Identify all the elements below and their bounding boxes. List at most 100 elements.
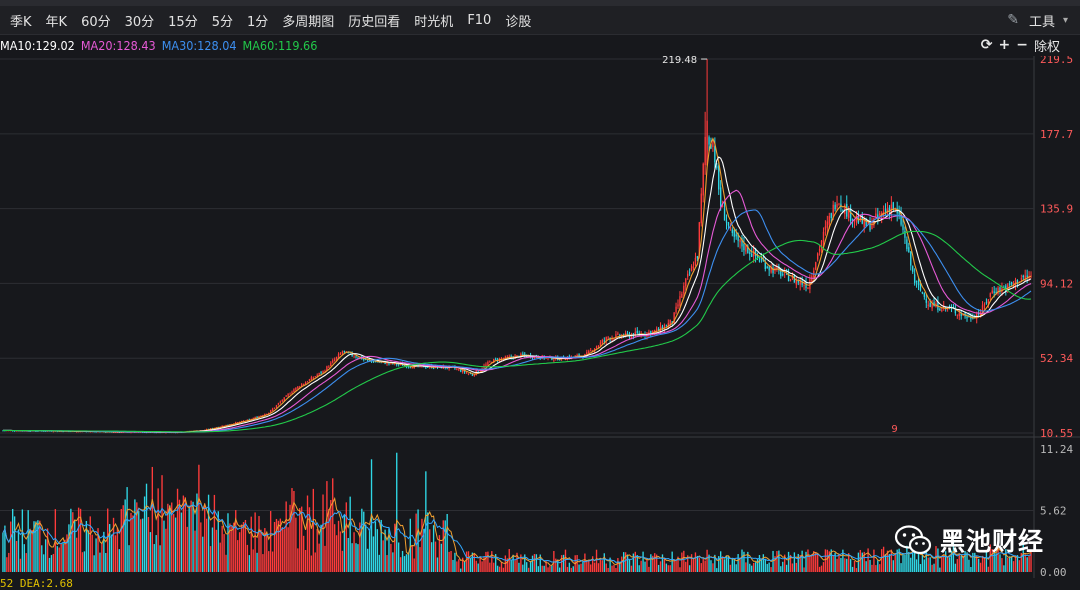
volume-bar — [632, 553, 635, 572]
tab-30min[interactable]: 30分 — [124, 14, 155, 30]
volume-bar — [275, 518, 278, 572]
volume-bar — [4, 525, 6, 572]
pen-icon[interactable]: ✎ — [1007, 12, 1019, 28]
volume-bar — [351, 543, 353, 572]
volume-bar — [349, 496, 351, 572]
volume-bar — [735, 564, 737, 572]
zoom-in-button[interactable]: + — [998, 37, 1011, 53]
volume-bar — [188, 506, 190, 572]
tab-time-machine[interactable]: 时光机 — [414, 14, 454, 30]
volume-bar — [892, 560, 894, 572]
volume-bar — [254, 512, 256, 572]
volume-bar — [985, 551, 988, 572]
candle-body — [116, 431, 119, 433]
candle-body — [262, 415, 264, 417]
volume-bar — [725, 555, 728, 572]
volume-bar — [533, 554, 536, 572]
tab-diagnose[interactable]: 诊股 — [505, 14, 532, 30]
candle-body — [314, 376, 316, 378]
candle-body — [397, 364, 400, 366]
tab-f10[interactable]: F10 — [467, 12, 492, 28]
tab-year-k[interactable]: 年K — [45, 14, 68, 30]
volume-bar — [787, 551, 790, 572]
volume-bar — [778, 550, 780, 572]
volume-bar — [450, 550, 452, 572]
volume-bar — [846, 558, 848, 572]
volume-bar — [58, 547, 60, 572]
volume-bar — [485, 551, 487, 572]
volume-bar — [910, 557, 912, 572]
volume-bar — [950, 550, 953, 572]
zoom-out-button[interactable]: − — [1016, 37, 1028, 53]
tab-1min[interactable]: 1分 — [246, 14, 269, 30]
tab-5min[interactable]: 5分 — [211, 14, 233, 30]
volume-bar — [764, 559, 766, 572]
tab-quarter-k[interactable]: 季K — [10, 14, 32, 30]
volume-bar — [582, 561, 584, 572]
candle-body — [330, 362, 332, 367]
refresh-icon[interactable]: ⟳ — [980, 37, 993, 53]
volume-bar — [834, 552, 836, 572]
candle-body — [456, 368, 458, 370]
candle-body — [859, 216, 862, 221]
candle-body — [879, 213, 881, 216]
volume-bar — [29, 531, 31, 572]
volume-bar — [198, 464, 200, 572]
volume-bar — [205, 518, 208, 572]
volume-bar — [413, 558, 415, 572]
volume-bar — [365, 524, 367, 572]
candle-body — [1012, 283, 1015, 286]
volume-bar — [584, 553, 586, 572]
volume-bar — [696, 555, 699, 572]
candle-body — [673, 312, 675, 324]
volume-bar — [219, 542, 221, 572]
volume-bar — [1005, 549, 1007, 572]
tab-history-review[interactable]: 历史回看 — [348, 14, 401, 30]
candle-body — [842, 210, 844, 212]
volume-bar — [415, 513, 417, 572]
volume-bar — [384, 529, 386, 572]
candle-body — [386, 362, 388, 364]
volume-bar — [564, 549, 567, 572]
candle-body — [89, 431, 91, 433]
volume-bar — [510, 560, 512, 572]
candle-body — [396, 363, 398, 365]
volume-bar — [145, 483, 148, 572]
volume-bar — [888, 554, 891, 572]
candle-body — [770, 267, 772, 273]
volume-bar — [483, 556, 485, 572]
volume-bar — [386, 555, 388, 572]
candle-body — [675, 306, 677, 313]
volume-bar — [397, 542, 400, 572]
candle-body — [687, 273, 689, 277]
ex-rights-button[interactable]: 除权 — [1033, 39, 1060, 55]
tab-60min[interactable]: 60分 — [81, 14, 111, 30]
kline-chart[interactable]: 219.5 177.7 135.9 94.12 52.34 10.55 11.24 5.62 0… — [0, 56, 1080, 578]
tab-15min[interactable]: 15分 — [168, 14, 198, 30]
candle-body — [29, 431, 31, 433]
volume-bar — [442, 520, 444, 572]
chevron-down-icon[interactable]: ▾ — [1062, 14, 1068, 26]
volume-bar — [991, 549, 993, 572]
candle-body — [599, 342, 602, 346]
candle-body — [209, 428, 212, 430]
volume-bar — [380, 519, 382, 572]
volume-bar — [50, 555, 53, 572]
candle-body — [791, 276, 794, 279]
candle-body — [836, 203, 838, 208]
volume-bar — [246, 544, 249, 572]
candle-body — [522, 353, 524, 355]
candle-body — [811, 275, 813, 282]
candle-body — [816, 253, 819, 260]
volume-bar — [180, 512, 183, 572]
tools-menu[interactable]: ✎ 工具 ▾ — [1007, 6, 1068, 34]
volume-bar — [200, 522, 202, 572]
volume-bar — [768, 562, 770, 572]
candle-body — [407, 366, 410, 368]
volume-bar — [962, 555, 964, 572]
tools-label[interactable]: 工具 — [1028, 14, 1055, 30]
volume-bar — [56, 546, 58, 572]
tab-multi-period[interactable]: 多周期图 — [282, 14, 335, 30]
candle-body — [681, 293, 683, 298]
volume-bar — [987, 566, 990, 572]
